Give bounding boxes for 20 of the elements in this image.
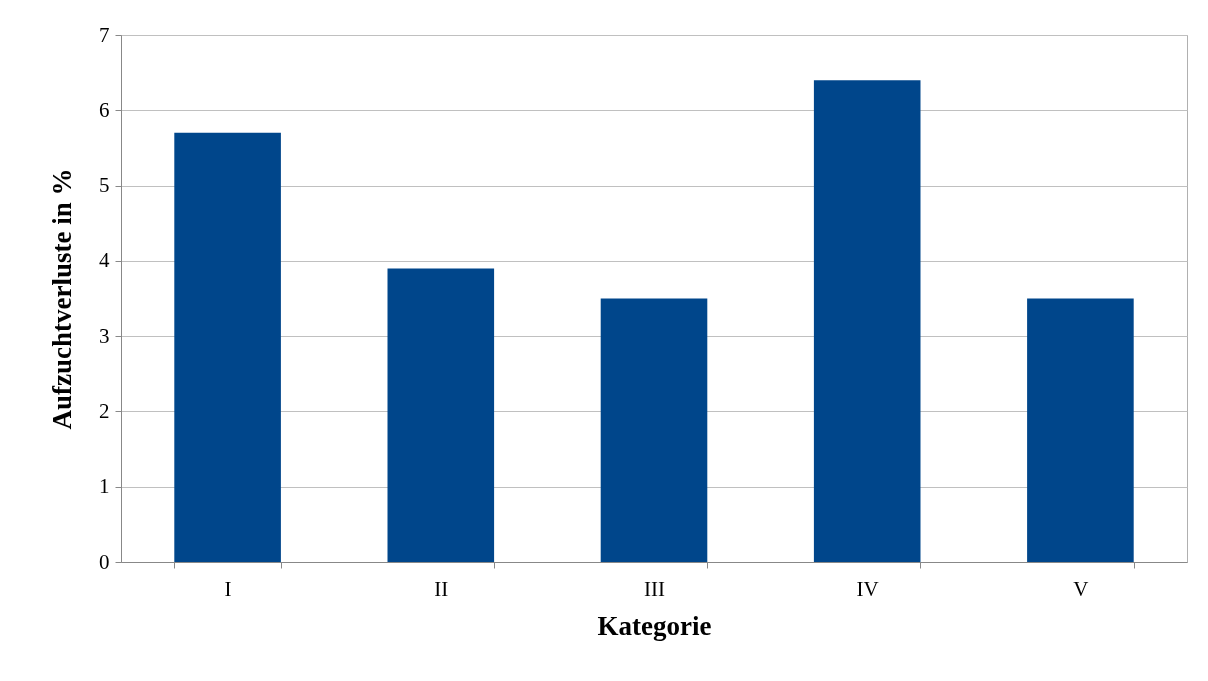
y-tick-label: 6 xyxy=(99,97,110,122)
x-tick-label: V xyxy=(1073,576,1089,601)
bar xyxy=(1027,298,1134,562)
x-tick-label: III xyxy=(644,576,665,601)
bar xyxy=(813,80,921,562)
y-tick-label: 1 xyxy=(99,474,110,499)
y-axis-title: Aufzuchtverluste in % xyxy=(47,168,77,430)
y-tick-label: 7 xyxy=(99,22,110,47)
y-tick-label: 0 xyxy=(99,549,110,574)
y-tick-label: 3 xyxy=(99,323,110,348)
bar xyxy=(174,132,281,562)
y-tick-label: 2 xyxy=(99,398,110,423)
x-axis-title: Kategorie xyxy=(597,610,712,641)
x-tick-label: II xyxy=(434,576,449,601)
y-tick-label: 4 xyxy=(99,248,110,273)
bar xyxy=(600,298,708,562)
x-tick-label: I xyxy=(224,576,232,601)
x-tick-label: IV xyxy=(856,576,879,601)
y-tick-label: 5 xyxy=(99,173,110,198)
bar xyxy=(387,268,495,562)
